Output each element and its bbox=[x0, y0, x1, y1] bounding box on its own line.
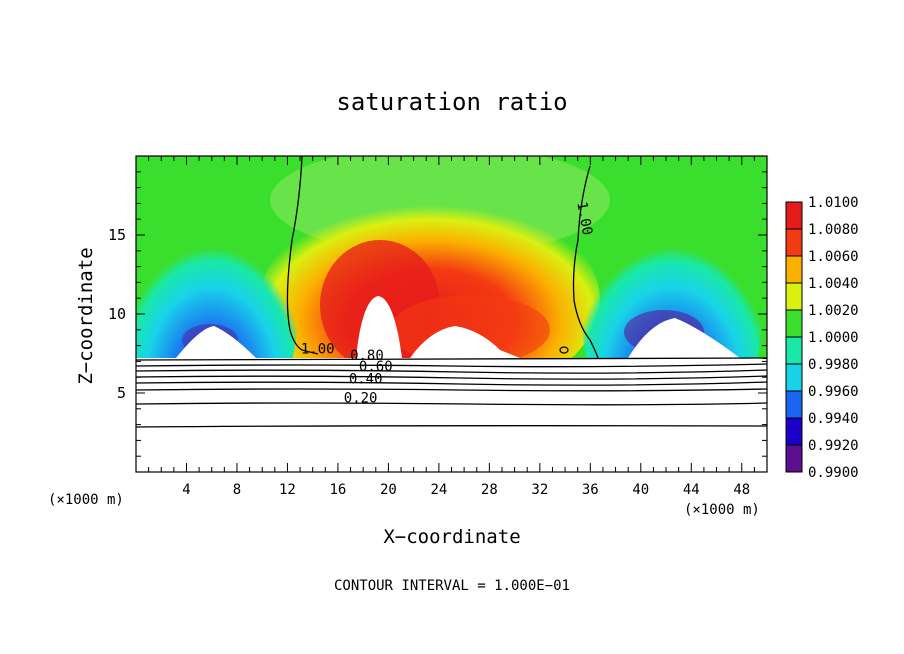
x-tick-label: 8 bbox=[233, 482, 241, 498]
colorbar-swatch bbox=[786, 283, 802, 310]
field-below-cloud bbox=[136, 358, 767, 472]
colorbar: 0.9900 0.9920 0.9940 0.9960 0.9980 1.0000 1.00… bbox=[785, 195, 859, 481]
contour-label: 0.40 bbox=[349, 372, 383, 388]
contour-labels: 1.00 0.800.600.40 0.20 1.00 bbox=[301, 201, 595, 407]
hump-1 bbox=[176, 326, 256, 358]
y-tick-label: 15 bbox=[108, 226, 126, 244]
x-tick-label: 44 bbox=[683, 482, 700, 498]
field-layer bbox=[136, 156, 767, 472]
contour-label: 0.80 bbox=[350, 348, 384, 364]
colorbar-label: 0.9940 bbox=[808, 411, 859, 427]
colorbar-swatch bbox=[786, 310, 802, 337]
chart-title: saturation ratio bbox=[336, 88, 568, 116]
hump-2 bbox=[356, 296, 402, 358]
hump-4 bbox=[628, 318, 740, 358]
y-tick-label: 5 bbox=[117, 384, 126, 402]
y-ticks: 5 10 15 bbox=[108, 171, 767, 457]
colorbar-swatch bbox=[786, 391, 802, 418]
contour-interval-note: CONTOUR INTERVAL = 1.000E−01 bbox=[333, 578, 570, 594]
hump-3 bbox=[410, 326, 520, 358]
colorbar-label: 0.9900 bbox=[808, 465, 859, 481]
colorbar-label: 0.9980 bbox=[808, 357, 859, 373]
contour-0-4 bbox=[135, 388, 768, 392]
contour-1-right bbox=[572, 165, 599, 359]
colorbar-label: 1.0060 bbox=[808, 249, 859, 265]
colorbar-label: 1.0080 bbox=[808, 222, 859, 238]
x-unit-label-left: (×1000 m) bbox=[48, 492, 124, 508]
contour-small-loop bbox=[559, 346, 569, 354]
x-tick-label: 16 bbox=[329, 482, 346, 498]
contour-0-2 bbox=[135, 402, 768, 406]
colorbar-label: 0.9920 bbox=[808, 438, 859, 454]
x-tick-label: 20 bbox=[380, 482, 397, 498]
contour-cloud-base bbox=[135, 357, 768, 361]
x-tick-label: 32 bbox=[531, 482, 548, 498]
colorbar-label: 1.0000 bbox=[808, 330, 859, 346]
contour-label: 0.60 bbox=[359, 359, 393, 375]
colorbar-label: 1.0040 bbox=[808, 276, 859, 292]
colorbar-swatch bbox=[786, 418, 802, 445]
colorbar-label: 1.0100 bbox=[808, 195, 859, 211]
colorbar-swatch bbox=[786, 202, 802, 229]
contour-label: 1.00 bbox=[301, 342, 335, 358]
colorbar-swatch bbox=[786, 445, 802, 472]
x-tick-label: 12 bbox=[279, 482, 296, 498]
contour-label: 0.20 bbox=[344, 390, 378, 406]
contour-0-9 bbox=[135, 363, 768, 368]
colorbar-swatch bbox=[786, 364, 802, 391]
colorbar-swatch bbox=[786, 256, 802, 283]
contour-label: 1.00 bbox=[573, 201, 595, 237]
x-tick-label: 36 bbox=[582, 482, 599, 498]
colorbar-swatch bbox=[786, 337, 802, 364]
contour-1-left bbox=[286, 155, 319, 355]
colorbar-swatch bbox=[786, 229, 802, 256]
contour-0-5 bbox=[135, 381, 768, 386]
y-tick-label: 10 bbox=[108, 305, 126, 323]
contour-0-1 bbox=[135, 425, 768, 428]
x-unit-label-right: (×1000 m) bbox=[684, 502, 760, 518]
x-tick-label: 4 bbox=[182, 482, 190, 498]
contour-lines bbox=[135, 155, 768, 428]
x-tick-label: 28 bbox=[481, 482, 498, 498]
x-tick-label: 24 bbox=[430, 482, 447, 498]
colorbar-label: 1.0020 bbox=[808, 303, 859, 319]
contour-0-6 bbox=[135, 375, 768, 380]
x-tick-label: 48 bbox=[733, 482, 750, 498]
x-tick-label: 40 bbox=[632, 482, 649, 498]
contour-0-8 bbox=[135, 369, 768, 374]
y-axis-label: Z−coordinate bbox=[75, 247, 97, 385]
x-axis-label: X−coordinate bbox=[383, 526, 521, 548]
x-ticks: 4 8 12 16 20 24 28 32 36 40 44 48 bbox=[148, 156, 755, 498]
colorbar-label: 0.9960 bbox=[808, 384, 859, 400]
